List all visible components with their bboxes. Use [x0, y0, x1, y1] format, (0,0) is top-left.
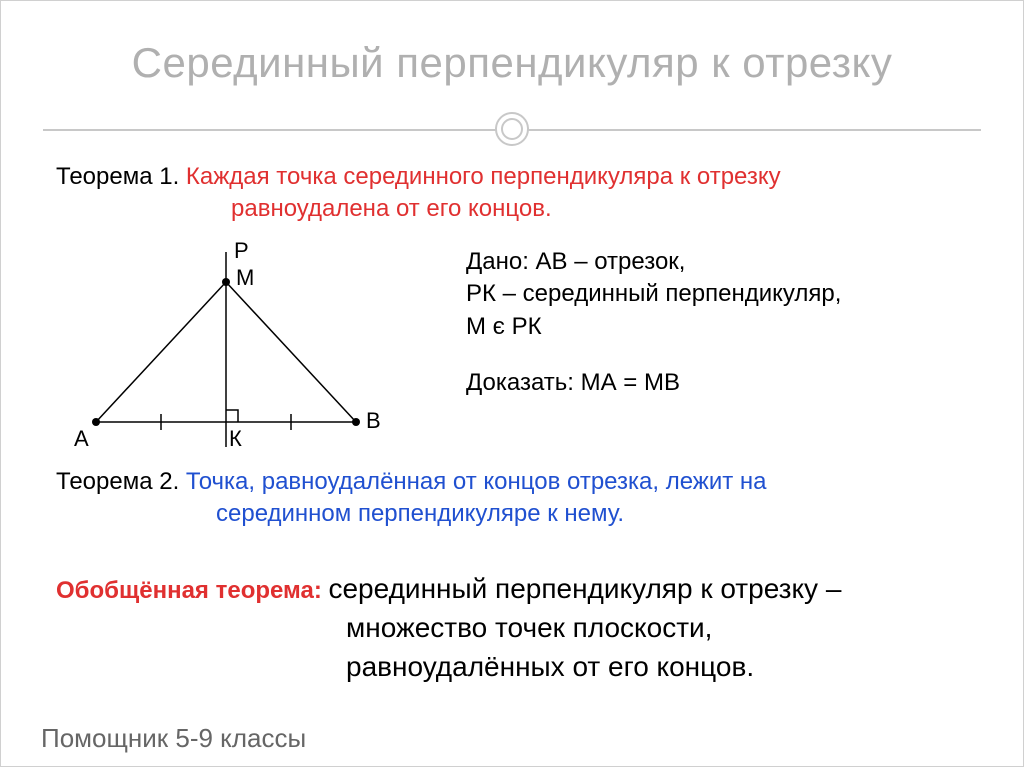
- svg-text:Р: Р: [234, 238, 249, 263]
- theorem2-label: Теорема 2.: [56, 468, 186, 495]
- general-body1: серединный перпендикуляр к отрезку –: [328, 573, 841, 604]
- theorem1-text2: равноудалена от его концов.: [56, 193, 968, 225]
- general-body2: множество точек плоскости,: [56, 608, 968, 647]
- svg-text:В: В: [366, 408, 381, 433]
- given-line1: Дано: АВ – отрезок,: [466, 246, 841, 278]
- svg-text:К: К: [229, 426, 242, 451]
- theorem1-text1: Каждая точка серединного перпендикуляра …: [186, 163, 781, 190]
- general-theorem: Обобщённая теорема: серединный перпендик…: [56, 569, 968, 608]
- prove-line: Доказать: МА = МВ: [466, 367, 841, 399]
- general-label: Обобщённая теорема:: [56, 577, 328, 604]
- slide-container: Серединный перпендикуляр к отрезку Теоре…: [0, 0, 1024, 767]
- geometry-diagram: А В К МР: [46, 232, 406, 462]
- given-spacer: [466, 343, 841, 367]
- footer-text: Помощник 5-9 классы: [41, 723, 306, 754]
- svg-text:М: М: [236, 265, 254, 290]
- theorem1: Теорема 1. Каждая точка серединного перп…: [56, 161, 968, 193]
- content-area: Теорема 1. Каждая точка серединного перп…: [1, 161, 1023, 686]
- svg-text:А: А: [74, 426, 89, 451]
- given-line2: РК – серединный перпендикуляр,: [466, 278, 841, 310]
- diagram-svg: А В К МР: [46, 232, 406, 462]
- given-line3: М є РК: [466, 311, 841, 343]
- theorem2: Теорема 2. Точка, равноудалённая от конц…: [56, 466, 968, 498]
- theorem2-text1: Точка, равноудалённая от концов отрезка,…: [186, 468, 767, 495]
- theorem1-label: Теорема 1.: [56, 163, 186, 190]
- general-body3: равноудалённых от его концов.: [56, 647, 968, 686]
- slide-title: Серединный перпендикуляр к отрезку: [1, 1, 1023, 87]
- diagram-and-given: А В К МР Дано: АВ – отрезок, РК – серединны…: [56, 232, 968, 462]
- circle-decoration-icon: [495, 112, 529, 146]
- theorem2-text2: серединном перпендикуляре к нему.: [56, 498, 968, 530]
- given-text: Дано: АВ – отрезок, РК – серединный перп…: [466, 246, 841, 400]
